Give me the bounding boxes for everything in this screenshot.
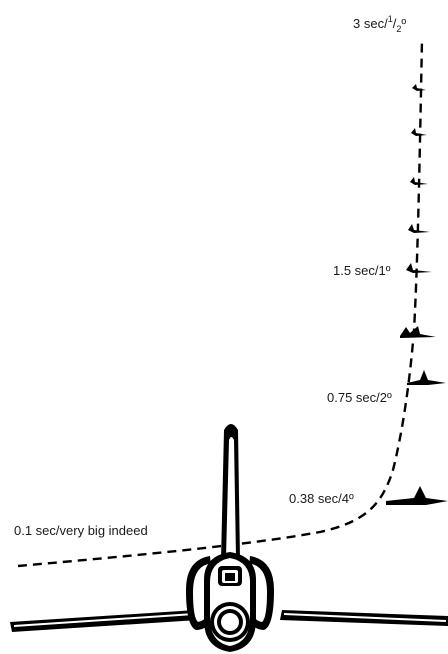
label-3-sec: 3 sec/1/2º	[353, 14, 406, 34]
dashed-trajectory	[17, 39, 424, 568]
jet-front-view-icon	[10, 424, 448, 652]
marker-plane-icon	[410, 177, 428, 185]
marker-plane-icon	[408, 224, 430, 233]
marker-plane-icon	[407, 370, 446, 385]
marker-plane-icon	[400, 326, 436, 338]
label-1-5-sec: 1.5 sec/1º	[333, 263, 391, 278]
marker-plane-icon	[412, 84, 426, 91]
label-0-75-sec: 0.75 sec/2º	[327, 390, 392, 405]
marker-plane-icon	[386, 486, 448, 505]
marker-plane-icon	[411, 128, 427, 136]
marker-plane-icon	[406, 263, 432, 273]
label-0-38-sec: 0.38 sec/4º	[289, 491, 354, 506]
label-0-1-sec: 0.1 sec/very big indeed	[14, 523, 148, 538]
